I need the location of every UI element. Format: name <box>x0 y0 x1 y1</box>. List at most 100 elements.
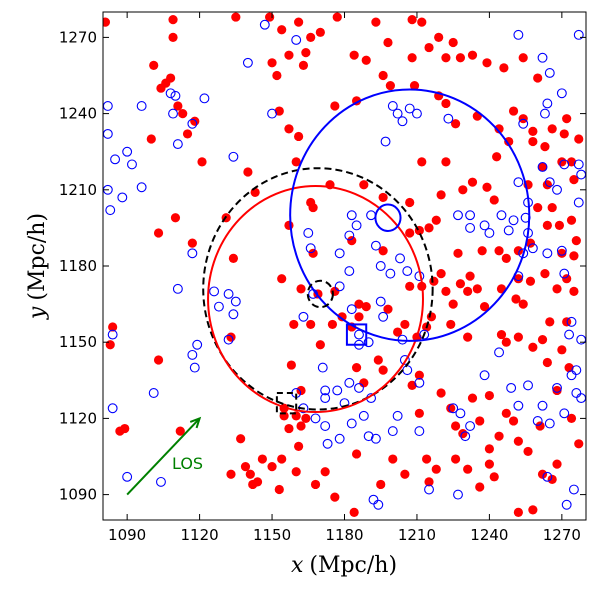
data-point-filled <box>306 32 316 43</box>
data-point-open <box>370 433 381 444</box>
data-point-filled <box>378 192 388 203</box>
data-point-open <box>404 103 415 114</box>
data-point-filled <box>400 469 410 479</box>
data-point-filled <box>501 337 511 347</box>
data-point-filled <box>477 246 487 256</box>
data-point-filled <box>475 416 485 426</box>
data-point-filled <box>434 32 444 43</box>
data-point-open <box>156 476 166 487</box>
data-point-filled <box>330 286 340 296</box>
data-point-open <box>110 154 121 165</box>
data-point-open <box>544 418 555 429</box>
data-point-filled <box>267 58 277 68</box>
x-tick-label: 1090 <box>108 526 146 544</box>
data-point-filled <box>291 467 301 477</box>
data-point-filled <box>441 53 451 63</box>
data-point-filled <box>378 246 388 256</box>
data-point-filled <box>545 317 555 327</box>
data-point-filled <box>274 484 284 495</box>
data-point-open <box>320 421 331 431</box>
data-point-filled <box>441 98 451 109</box>
data-point-open <box>460 431 471 442</box>
data-point-filled <box>458 185 468 195</box>
data-point-filled <box>542 220 552 230</box>
data-point-filled <box>257 454 267 464</box>
data-point-open <box>559 268 570 279</box>
data-point-filled <box>569 286 579 296</box>
data-point-filled <box>559 129 569 139</box>
data-point-filled <box>407 53 417 63</box>
data-point-filled <box>528 126 538 136</box>
data-point-filled <box>436 388 446 398</box>
data-point-filled <box>383 37 393 48</box>
data-point-open <box>494 347 505 358</box>
data-point-filled <box>414 408 424 418</box>
data-point-open <box>107 329 118 340</box>
annotation-circle <box>289 88 531 342</box>
data-point-open <box>320 385 331 396</box>
data-point-open <box>453 210 463 221</box>
data-point-filled <box>330 492 340 502</box>
data-point-filled <box>552 284 562 294</box>
data-point-filled <box>569 175 579 185</box>
data-point-filled <box>537 335 548 345</box>
data-point-filled <box>337 312 347 322</box>
data-point-open <box>424 484 434 495</box>
data-point-filled <box>467 393 478 403</box>
annotation-circle <box>374 203 402 232</box>
plot-marks: LOS <box>103 12 586 517</box>
data-point-filled <box>371 17 381 27</box>
data-point-filled <box>405 281 415 291</box>
data-point-open <box>573 197 584 208</box>
annotation-circle <box>202 167 434 411</box>
los-arrow-head <box>189 416 202 429</box>
data-point-open <box>479 220 490 231</box>
y-tick-label: 1210 <box>59 181 97 199</box>
data-point-filled <box>388 454 398 464</box>
data-point-open <box>213 301 224 312</box>
data-point-open <box>465 421 476 431</box>
data-point-open <box>189 362 200 373</box>
x-tick-label: 1240 <box>470 526 508 544</box>
data-point-open <box>127 159 137 170</box>
data-point-filled <box>492 152 502 162</box>
data-point-filled <box>441 286 451 296</box>
axes: 1090 1120 1150 1180 1210 1240 1270 1090 1120 1150… <box>59 12 586 544</box>
data-point-filled <box>153 355 164 365</box>
data-point-filled <box>170 213 181 223</box>
data-point-filled <box>482 182 492 192</box>
data-point-filled <box>289 319 299 330</box>
y-axis-label: y(Mpc/h) <box>25 213 50 320</box>
data-point-filled <box>146 134 156 144</box>
data-point-open <box>513 177 524 188</box>
data-point-filled <box>359 378 369 388</box>
data-point-filled <box>149 60 159 70</box>
data-point-filled <box>417 157 427 167</box>
data-point-filled <box>385 81 395 91</box>
data-point-open <box>358 410 369 421</box>
data-point-filled <box>332 12 342 22</box>
data-point-open <box>571 365 582 376</box>
data-point-filled <box>168 15 178 25</box>
data-point-open <box>334 281 345 292</box>
data-point-filled <box>513 507 523 517</box>
data-point-open <box>527 243 538 254</box>
data-point-filled <box>153 228 164 238</box>
data-point-filled <box>361 302 371 312</box>
data-point-filled <box>197 157 207 167</box>
data-point-open <box>513 400 524 411</box>
data-point-filled <box>243 167 253 177</box>
data-point-open <box>122 146 133 157</box>
data-point-filled <box>310 479 321 490</box>
data-point-open <box>544 177 555 188</box>
data-point-open <box>453 489 463 500</box>
data-point-open <box>136 182 147 193</box>
data-point-filled <box>228 253 239 263</box>
data-point-filled <box>327 319 338 330</box>
data-point-open <box>537 161 548 172</box>
data-point-filled <box>168 32 178 43</box>
data-point-open <box>448 403 459 414</box>
data-point-open <box>387 426 398 437</box>
data-point-open <box>346 210 357 221</box>
data-point-filled <box>501 408 511 418</box>
